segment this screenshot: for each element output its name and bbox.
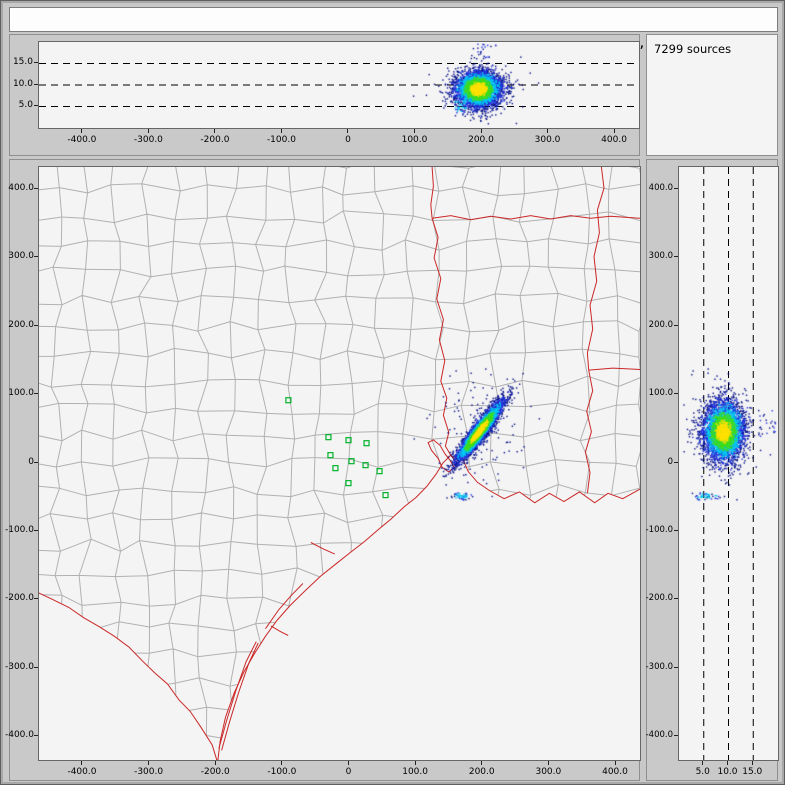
axis-tick: [547, 129, 549, 133]
axis-tick: [727, 761, 728, 765]
axis-tick-label: -200.0: [4, 593, 34, 604]
axis-tick: [34, 83, 38, 85]
axis-tick-label: 200.0: [468, 767, 495, 777]
axis-tick: [414, 761, 416, 765]
axis-tick-label: -400.0: [67, 767, 97, 777]
axis-tick-label: 300.0: [534, 135, 561, 145]
axis-tick: [148, 761, 150, 765]
axis-tick-label: 0: [345, 135, 351, 145]
axis-tick-label: 400.0: [648, 183, 673, 194]
lightning-scatter-canvas-right: [679, 167, 778, 760]
axis-tick: [34, 598, 38, 600]
axis-tick-label: 300.0: [535, 767, 562, 777]
plot-altitude-vs-east-west[interactable]: [38, 41, 640, 129]
axis-tick-label: -100.0: [267, 767, 297, 777]
axis-tick-label: 300.0: [8, 251, 34, 262]
axis-tick-label: -300.0: [134, 767, 164, 777]
axis-tick-label: 400.0: [601, 135, 627, 145]
axis-tick: [347, 761, 349, 765]
lightning-scatter-canvas-top: [39, 42, 639, 128]
axis-tick-label: 200.0: [648, 319, 673, 330]
axis-tick: [413, 129, 415, 133]
axis-tick-label: -400.0: [645, 730, 673, 741]
axis-tick: [81, 129, 83, 133]
axis-tick-label: 100.0: [402, 767, 428, 777]
axis-tick-label: -300.0: [4, 661, 34, 672]
axis-tick-label: 100.0: [8, 388, 34, 399]
axis-tick: [34, 188, 38, 190]
panel-plan-view-map: -400.0 -300.0 -200.0 -100.0 0 100.0 200.0 300.0…: [5, 159, 641, 781]
axis-tick: [751, 761, 753, 765]
axis-tick-label: 200.0: [468, 135, 494, 145]
axis-tick-label: -200.0: [200, 767, 230, 777]
axis-tick-label: 10.0: [717, 767, 738, 777]
axis-tick-label: 100.0: [401, 135, 428, 145]
axis-tick-label: -300.0: [133, 135, 163, 145]
axis-tick: [614, 761, 616, 765]
axis-tick: [674, 461, 678, 463]
axis-tick-label: 0: [28, 456, 34, 467]
axis-tick: [674, 188, 678, 190]
axis-tick-label: -100.0: [266, 135, 296, 145]
axis-tick: [34, 666, 38, 668]
axis-tick-label: 10.0: [12, 78, 33, 89]
axis-tick: [34, 393, 38, 395]
sources-count-panel: 7299 sources: [646, 34, 778, 156]
axis-tick-label: -200.0: [645, 593, 673, 604]
axis-tick: [147, 129, 149, 133]
axis-tick-label: -300.0: [645, 661, 673, 672]
axis-tick: [481, 761, 483, 765]
axis-tick-label: 15.0: [12, 57, 33, 67]
axis-tick: [674, 530, 678, 532]
axis-tick: [34, 461, 38, 463]
axis-tick-label: -400.0: [67, 135, 97, 145]
axis-tick-label: -400.0: [4, 730, 34, 741]
sources-count-label: 7299 sources: [654, 42, 732, 56]
axis-tick: [214, 129, 216, 133]
axis-tick: [674, 393, 678, 395]
panel-altitude-vs-east-west: -400.0 -300.0 -200.0 -100.0 0 100.0 200.0 300.0…: [9, 34, 640, 156]
axis-tick-label: -200.0: [200, 135, 230, 145]
axis-tick: [613, 129, 615, 133]
title-bar: Houston Lightning Mapping Array 0100-020…: [9, 7, 778, 51]
plot-plan-view-map[interactable]: [38, 166, 641, 761]
axis-tick-label: 15.0: [742, 767, 763, 777]
axis-tick: [34, 735, 38, 737]
axis-tick: [547, 761, 549, 765]
axis-tick: [34, 256, 38, 258]
axis-tick: [280, 129, 282, 133]
axis-tick-label: 5.0: [18, 100, 33, 110]
axis-tick: [214, 761, 216, 765]
axis-tick: [347, 129, 349, 133]
axis-tick-label: -100.0: [645, 525, 673, 536]
axis-tick: [281, 761, 283, 765]
axis-tick-label: 0: [667, 456, 673, 467]
lightning-scatter-canvas-map: [39, 167, 640, 760]
plot-altitude-vs-north-south[interactable]: [678, 166, 779, 761]
axis-tick: [674, 666, 678, 668]
axis-tick-label: 200.0: [8, 319, 34, 330]
axis-tick-label: -100.0: [4, 525, 34, 536]
axis-tick: [34, 324, 38, 326]
panel-altitude-vs-north-south: 5.0 10.0 15.0 400.0 300.0 200.0 100.0 0 -100.0 -2…: [645, 159, 779, 781]
axis-tick-label: 5.0: [695, 767, 710, 777]
axis-tick-label: 400.0: [602, 767, 628, 777]
axis-tick: [674, 256, 678, 258]
axis-tick-label: 0: [345, 767, 352, 777]
axis-tick-label: 300.0: [648, 251, 673, 262]
axis-tick: [34, 105, 38, 106]
axis-tick: [674, 598, 678, 600]
axis-tick-label: 100.0: [648, 388, 673, 399]
axis-tick: [480, 129, 482, 133]
axis-tick: [81, 761, 83, 765]
axis-tick: [34, 530, 38, 532]
axis-tick: [674, 735, 678, 737]
axis-tick: [34, 62, 38, 63]
axis-tick: [702, 761, 704, 765]
axis-tick-label: 400.0: [8, 183, 34, 194]
axis-tick: [674, 324, 678, 326]
